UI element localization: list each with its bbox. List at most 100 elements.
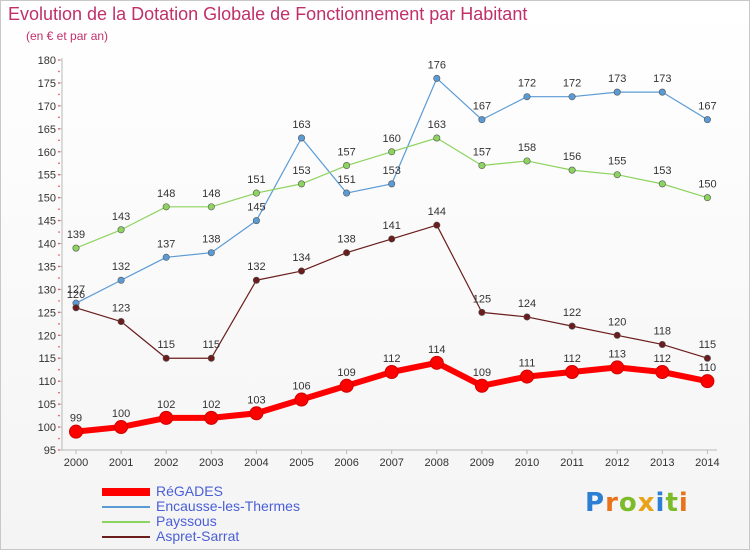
- data-point: [613, 88, 621, 96]
- y-minor-dot: [58, 334, 60, 337]
- data-point: [429, 355, 444, 370]
- data-point: [568, 93, 576, 101]
- y-minor-dot: [58, 231, 60, 233]
- y-minor-dot: [58, 185, 60, 187]
- data-point: [388, 148, 396, 156]
- data-point: [117, 226, 125, 234]
- x-tick-label: 2011: [560, 457, 584, 469]
- y-tick-label: 180: [38, 55, 56, 67]
- data-label: 127: [67, 284, 85, 296]
- data-point: [159, 410, 174, 425]
- legend-label: Aspret-Sarrat: [156, 528, 240, 544]
- data-label: 173: [653, 73, 671, 85]
- y-minor-dot: [58, 59, 60, 61]
- data-label: 109: [337, 367, 355, 379]
- y-minor-dot: [58, 254, 60, 256]
- data-point: [478, 308, 486, 316]
- data-point: [478, 116, 486, 124]
- data-point: [297, 134, 305, 142]
- data-point: [610, 360, 625, 375]
- y-tick-label: 120: [38, 330, 56, 342]
- data-point: [69, 424, 83, 439]
- data-point: [700, 374, 715, 389]
- data-label: 112: [563, 353, 581, 365]
- x-tick-label: 2002: [154, 457, 178, 469]
- legend-label: Encausse-les-Thermes: [156, 498, 300, 514]
- legend-swatch: [102, 487, 150, 496]
- data-point: [207, 203, 215, 211]
- y-tick-label: 160: [38, 147, 56, 159]
- data-point: [343, 189, 351, 197]
- y-minor-dot: [58, 414, 60, 417]
- x-tick-label: 2012: [605, 457, 629, 469]
- data-label: 138: [337, 234, 355, 246]
- y-minor-dot: [58, 368, 60, 371]
- data-point: [297, 180, 305, 188]
- data-point: [655, 365, 670, 379]
- data-point: [162, 354, 170, 362]
- data-label: 148: [202, 188, 220, 200]
- data-point: [568, 322, 576, 330]
- x-tick-label: 2004: [244, 457, 268, 469]
- data-point: [613, 331, 621, 339]
- data-label: 100: [112, 408, 130, 420]
- chart-legend: RéGADES Encausse-les-Thermes Payssous Aspre…: [102, 484, 300, 544]
- data-label: 150: [698, 179, 716, 191]
- data-label: 153: [383, 165, 401, 177]
- data-point: [72, 304, 80, 312]
- y-minor-dot: [58, 82, 60, 84]
- data-point: [703, 194, 711, 202]
- data-label: 120: [608, 316, 626, 328]
- y-minor-dot: [58, 139, 60, 142]
- y-minor-dot: [58, 219, 60, 222]
- data-point: [565, 365, 580, 379]
- y-minor-dot: [58, 116, 60, 119]
- data-label: 160: [383, 133, 401, 145]
- y-minor-dot: [58, 208, 60, 210]
- logo-letter: t: [665, 488, 679, 518]
- y-tick-label: 110: [38, 376, 56, 388]
- y-minor-dot: [58, 288, 60, 291]
- y-minor-dot: [58, 242, 60, 245]
- data-label: 125: [473, 293, 491, 305]
- data-label: 139: [67, 229, 85, 241]
- data-label: 143: [112, 211, 130, 223]
- data-label: 157: [337, 147, 355, 159]
- data-label: 110: [699, 362, 717, 374]
- x-tick-label: 2000: [64, 457, 88, 469]
- data-point: [384, 365, 399, 379]
- data-point: [523, 93, 531, 101]
- data-point: [520, 369, 534, 384]
- data-label: 144: [428, 206, 446, 218]
- data-label: 115: [699, 339, 717, 351]
- data-label: 112: [383, 353, 401, 365]
- y-minor-dot: [58, 196, 60, 199]
- y-tick-label: 140: [38, 239, 56, 251]
- y-minor-dot: [58, 403, 60, 405]
- data-label: 109: [473, 367, 491, 379]
- y-minor-dot: [58, 128, 60, 130]
- data-point: [613, 171, 621, 179]
- data-label: 156: [563, 151, 581, 163]
- data-label: 123: [112, 303, 130, 315]
- x-tick-label: 2008: [425, 457, 449, 469]
- y-minor-dot: [58, 380, 60, 382]
- legend-swatch: [102, 535, 150, 538]
- legend-item: Payssous: [102, 514, 300, 529]
- logo-letter: P: [585, 488, 606, 518]
- data-point: [703, 116, 711, 124]
- data-point: [433, 134, 441, 142]
- data-point: [162, 203, 170, 211]
- y-minor-dot: [58, 426, 60, 428]
- x-tick-label: 2001: [109, 457, 133, 469]
- legend-label: Payssous: [156, 513, 217, 529]
- logo-letter: x: [637, 488, 656, 518]
- data-label: 148: [157, 188, 175, 200]
- data-label: 122: [563, 307, 581, 319]
- data-label: 113: [608, 348, 626, 360]
- data-label: 155: [608, 156, 626, 168]
- data-label: 176: [428, 59, 446, 71]
- data-point: [249, 406, 264, 421]
- data-label: 132: [112, 261, 130, 273]
